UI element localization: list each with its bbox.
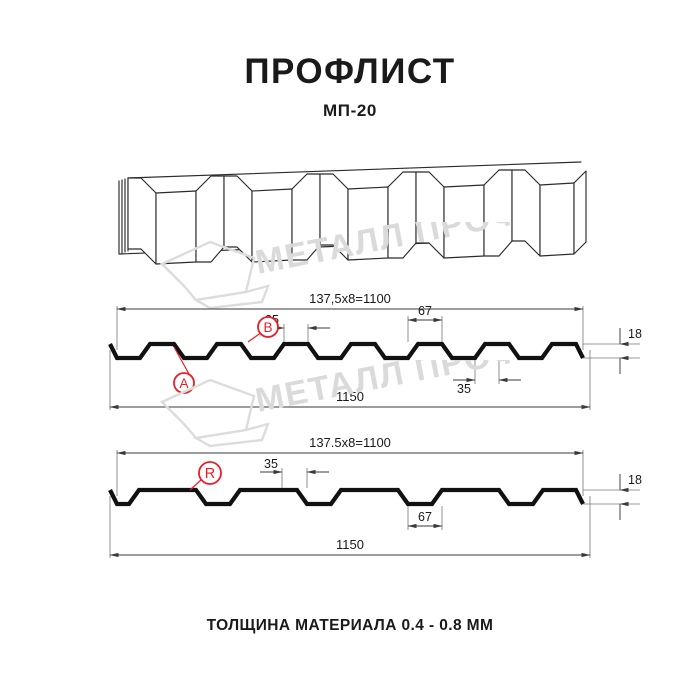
dimension-bottom-2: 1150 xyxy=(336,537,364,552)
header-block: ПРОФЛИСТ МП-20 xyxy=(0,52,700,121)
profile-waveform-2 xyxy=(108,487,585,507)
dimension-height-2: 18 xyxy=(628,473,642,487)
product-model-label: МП-20 xyxy=(323,101,377,120)
cross-section-drawing-1: 137,5x8=1100 1150 35 67 35 18 A B xyxy=(108,291,642,410)
callout-b: B xyxy=(247,316,279,343)
dimension-top-1: 137,5x8=1100 xyxy=(309,291,391,306)
callout-r-label: R xyxy=(205,466,215,482)
dimension-height-1: 18 xyxy=(628,327,642,341)
dimension-top-2: 137.5x8=1100 xyxy=(309,435,391,450)
dimension-bottom-flange-1: 35 xyxy=(457,382,471,396)
page-title: ПРОФЛИСТ xyxy=(244,52,456,91)
iso-profile-geometry xyxy=(118,161,587,265)
dimension-rib-2: 67 xyxy=(418,510,432,524)
isometric-profile-illustration xyxy=(118,161,587,265)
dimension-bottom-1: 1150 xyxy=(336,389,364,404)
footer-block: ТОЛЩИНА МАТЕРИАЛА 0.4 - 0.8 ММ xyxy=(0,617,700,635)
witness-lines-2 xyxy=(109,450,640,558)
dimension-lines-2 xyxy=(109,450,629,558)
profile-waveform-1 xyxy=(108,341,585,361)
callout-r: R xyxy=(189,461,222,491)
material-thickness-label: ТОЛЩИНА МАТЕРИАЛА 0.4 - 0.8 ММ xyxy=(206,617,494,634)
dimension-top-flange-2: 35 xyxy=(264,457,278,471)
callout-a-label: A xyxy=(179,376,188,391)
dimension-rib-1: 67 xyxy=(418,304,432,318)
callout-b-label: B xyxy=(263,320,272,335)
callout-a: A xyxy=(173,346,195,394)
cross-section-drawing-2: 137.5x8=1100 1150 35 67 18 R xyxy=(108,435,642,558)
